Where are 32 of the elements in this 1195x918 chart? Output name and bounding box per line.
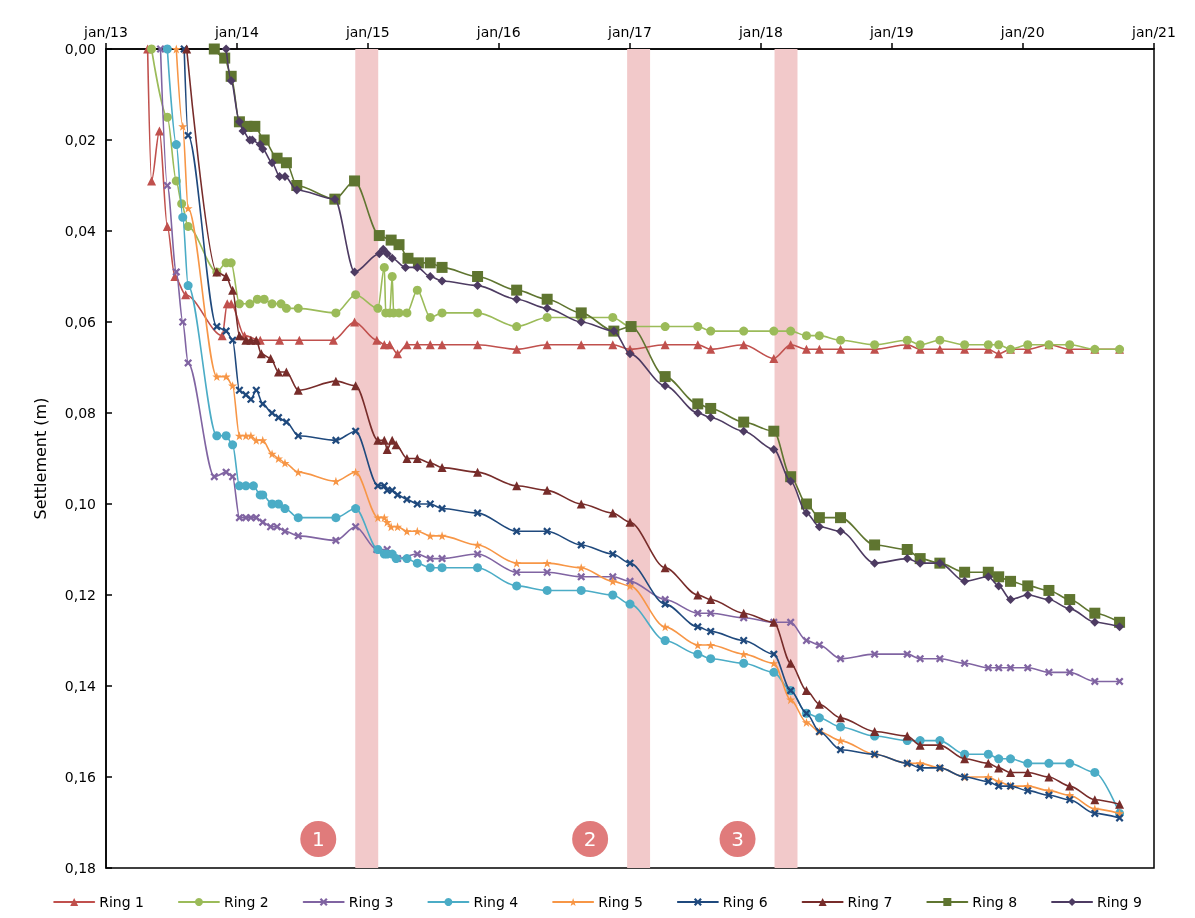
y-tick-label: 0,08	[64, 405, 96, 421]
y-tick-label: 0,14	[64, 678, 97, 694]
y-tick-label: 0,16	[64, 769, 97, 785]
y-tick-label: 0,00	[64, 41, 96, 57]
x-tick-label: jan/18	[737, 24, 783, 40]
y-tick-label: 0,10	[64, 496, 96, 512]
legend-label: Ring 6	[722, 894, 768, 910]
x-tick-label: jan/19	[868, 24, 914, 40]
band-label: 3	[731, 827, 744, 851]
band-label: 2	[583, 827, 597, 851]
x-tick-label: jan/16	[475, 24, 521, 40]
legend-label: Ring 3	[348, 894, 394, 910]
x-tick-label: jan/13	[83, 24, 128, 40]
y-tick-label: 0,04	[64, 223, 97, 239]
legend-label: Ring 7	[847, 894, 893, 910]
x-tick-label: jan/17	[607, 24, 652, 40]
x-tick-label: jan/14	[213, 24, 259, 40]
x-tick-label: jan/21	[1131, 24, 1176, 40]
legend-label: Ring 4	[473, 894, 519, 910]
x-tick-label: jan/20	[999, 24, 1045, 40]
y-tick-label: 0,02	[64, 132, 96, 148]
band-label: 1	[311, 827, 325, 851]
legend-label: Ring 8	[972, 894, 1018, 910]
y-tick-label: 0,06	[64, 314, 97, 330]
legend-label: Ring 1	[99, 894, 144, 910]
legend-label: Ring 9	[1097, 894, 1142, 910]
x-tick-label: jan/15	[344, 24, 390, 40]
legend-label: Ring 2	[223, 894, 269, 910]
y-axis-title: Settlement (m)	[30, 397, 50, 520]
y-tick-label: 0,12	[64, 587, 96, 603]
y-tick-label: 0,18	[64, 860, 96, 876]
legend-label: Ring 5	[598, 894, 643, 910]
